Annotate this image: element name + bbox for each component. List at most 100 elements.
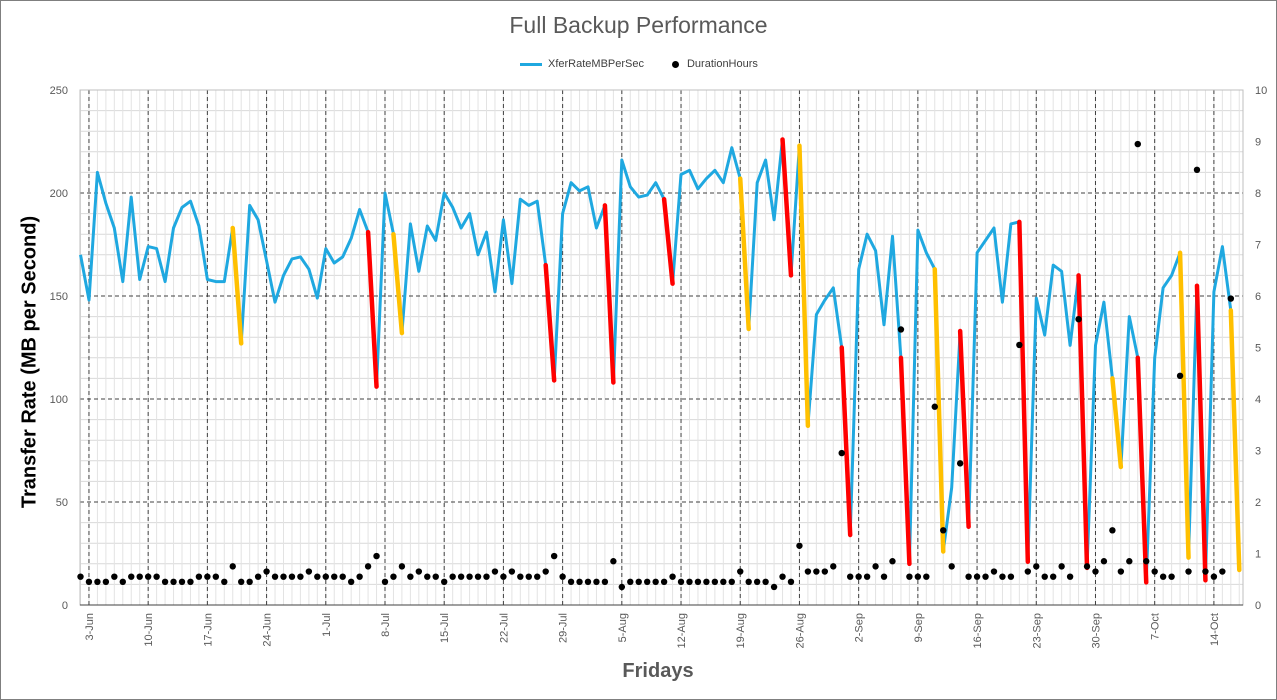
- duration-point: [517, 573, 524, 580]
- duration-point: [457, 573, 465, 580]
- duration-point: [855, 573, 862, 580]
- duration-point: [94, 578, 101, 586]
- duration-point: [990, 568, 998, 575]
- duration-point: [677, 578, 685, 586]
- duration-point: [872, 563, 879, 570]
- x-tick-label: 16-Sep: [972, 613, 984, 648]
- duration-point: [627, 578, 634, 586]
- duration-point: [728, 578, 735, 586]
- duration-point: [356, 573, 363, 580]
- duration-point: [1151, 568, 1158, 575]
- highlight-segment: [1228, 308, 1242, 573]
- duration-point: [660, 578, 668, 586]
- duration-point: [85, 578, 93, 586]
- duration-point: [1117, 568, 1125, 575]
- duration-point: [914, 573, 922, 580]
- duration-point: [111, 573, 118, 580]
- duration-point: [288, 573, 296, 580]
- duration-point: [314, 573, 321, 580]
- duration-point: [889, 558, 896, 565]
- duration-point: [415, 568, 423, 575]
- y2-tick-label: 0: [1255, 600, 1261, 612]
- duration-point: [136, 573, 143, 580]
- y2-tick-label: 4: [1255, 394, 1261, 406]
- duration-point: [483, 573, 490, 580]
- duration-point: [1109, 527, 1116, 534]
- duration-point: [1058, 563, 1065, 570]
- y2-tick-label: 2: [1255, 497, 1261, 509]
- duration-point: [491, 568, 499, 575]
- duration-point: [863, 573, 871, 580]
- y2-tick-label: 7: [1255, 240, 1261, 252]
- duration-point: [297, 573, 304, 580]
- duration-point: [804, 568, 812, 575]
- duration-point: [390, 573, 397, 580]
- duration-point: [940, 527, 947, 534]
- duration-point: [1092, 568, 1099, 575]
- chart-legend: XferRateMBPerSec DurationHours: [520, 56, 758, 72]
- x-tick-label: 14-Oct: [1209, 613, 1221, 646]
- duration-point: [973, 573, 981, 580]
- duration-point: [694, 578, 702, 586]
- duration-point: [128, 573, 135, 580]
- series-line-group: [79, 137, 1241, 584]
- duration-point: [347, 578, 355, 586]
- highlight-segments: [230, 137, 1242, 585]
- duration-point: [1016, 341, 1023, 349]
- xfer-rate-line: [79, 137, 1241, 584]
- duration-point: [1083, 563, 1091, 570]
- highlight-segment: [1110, 376, 1124, 470]
- duration-point: [187, 578, 194, 586]
- duration-point: [965, 573, 972, 580]
- duration-point: [1134, 140, 1141, 148]
- x-tick-label: 24-Jun: [262, 613, 274, 647]
- highlight-segment: [1177, 250, 1191, 560]
- x-tick-label: 12-Aug: [676, 613, 688, 648]
- highlight-segment: [797, 143, 811, 429]
- duration-point: [424, 573, 431, 580]
- legend-series-2: DurationHours: [686, 58, 758, 70]
- duration-point: [271, 573, 279, 580]
- tick-labels: 3-Jun 10-Jun 17-Jun 24-Jun 1-Jul 8-Jul 15-Jul 2…: [50, 85, 1268, 648]
- duration-point: [398, 563, 406, 570]
- duration-point: [322, 573, 329, 580]
- duration-point: [229, 563, 236, 570]
- highlight-segment: [1017, 219, 1031, 564]
- duration-point: [737, 568, 744, 575]
- y-tick-label: 150: [50, 291, 68, 303]
- highlight-segment: [957, 328, 971, 529]
- duration-point: [1159, 573, 1167, 580]
- x-tick-label: 17-Jun: [202, 613, 214, 647]
- duration-point: [1100, 558, 1108, 565]
- duration-point: [1033, 563, 1040, 570]
- duration-point: [407, 573, 414, 580]
- x-tick-label: 22-Jul: [498, 613, 510, 643]
- duration-point: [753, 578, 761, 586]
- duration-point: [982, 573, 989, 580]
- duration-point: [999, 573, 1006, 580]
- duration-point: [948, 563, 955, 570]
- duration-point: [787, 578, 795, 586]
- y-tick-label: 0: [62, 600, 68, 612]
- duration-point: [195, 573, 203, 580]
- duration-point: [923, 573, 930, 580]
- duration-point: [711, 578, 719, 586]
- y2-tick-label: 10: [1255, 85, 1267, 97]
- gridlines: [80, 90, 1243, 605]
- duration-point: [449, 573, 456, 580]
- duration-point: [686, 578, 693, 586]
- duration-point: [559, 573, 566, 580]
- duration-point: [1176, 372, 1184, 380]
- chart-title: Full Backup Performance: [509, 12, 768, 38]
- duration-point: [381, 578, 389, 586]
- duration-point: [1210, 573, 1218, 580]
- duration-point: [474, 573, 482, 580]
- x-tick-label: 15-Jul: [439, 613, 451, 643]
- duration-point: [280, 573, 287, 580]
- duration-point: [643, 578, 651, 586]
- duration-point: [813, 568, 820, 575]
- duration-point: [1066, 573, 1074, 580]
- duration-point: [525, 573, 532, 580]
- duration-point: [466, 573, 473, 580]
